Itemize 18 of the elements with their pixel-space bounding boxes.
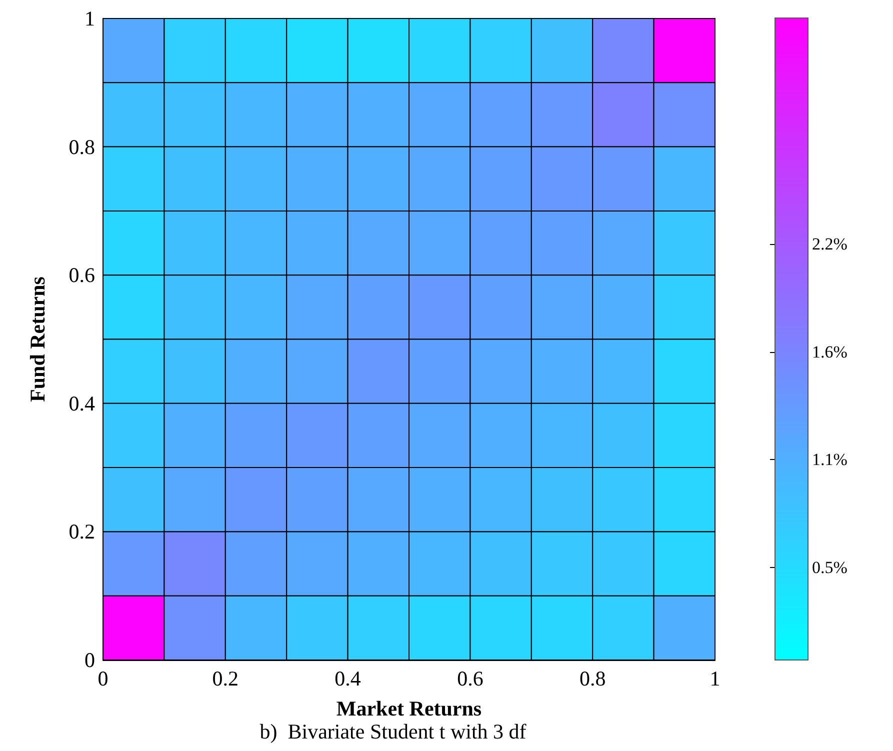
y-tick-label: 1 [84,6,95,30]
y-tick-label: 0.8 [68,134,95,159]
y-tick-label: 0.4 [68,391,96,416]
color-bar-label: 2.2% [812,234,848,254]
y-tick-label: 0.2 [68,520,95,544]
color-bar-label: 0.5% [812,558,848,578]
text: b) Bivariate Student t with 3 df [260,720,526,744]
y-axis-title: Fund Returns [26,276,50,402]
x-tick-label: 1 [710,666,720,690]
x-tick-label: 0.8 [579,666,606,690]
x-tick-label: 0.4 [334,666,362,690]
y-tick-label: 0 [84,648,95,672]
x-tick-label: 0.2 [212,666,239,690]
x-axis-title: Market Returns [336,696,482,720]
color-bar-label: 1.1% [812,450,848,470]
y-tick-label: 0.6 [68,263,95,288]
x-tick-label: 0.6 [457,666,484,690]
color-bar-label: 1.6% [812,342,848,362]
